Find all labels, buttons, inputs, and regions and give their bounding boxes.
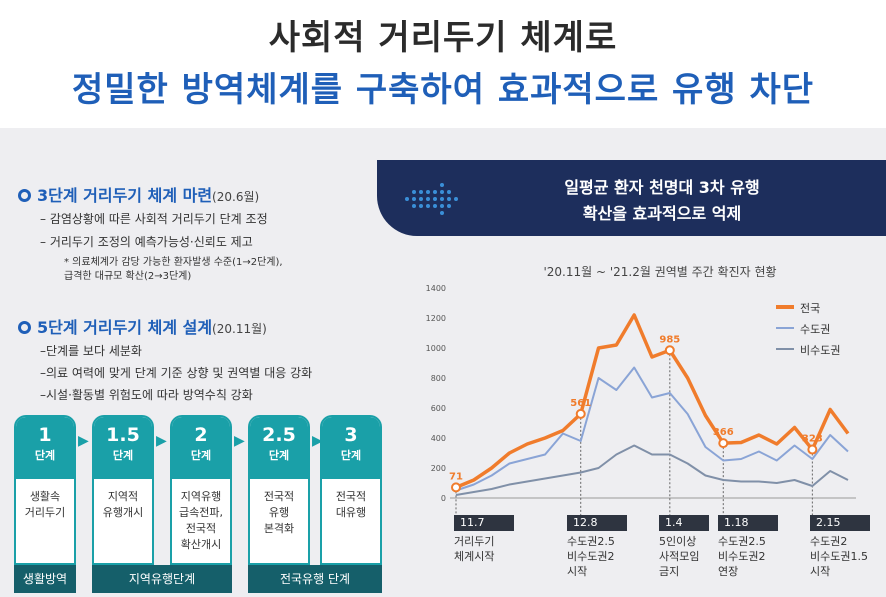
section1-date: (20.6월) — [212, 190, 260, 204]
legend-label: 수도권 — [800, 323, 831, 336]
step-unit: 단계 — [190, 449, 212, 462]
legend-item-non-capital: 비수도권 — [776, 342, 840, 358]
chart-area — [420, 236, 886, 597]
banner-line1: 일평균 환자 천명대 3차 유행 — [564, 178, 760, 197]
step-number: 2 — [194, 424, 208, 446]
section1-title: 3단계 거리두기 체계 마련 — [37, 186, 213, 205]
series-line-1 — [455, 366, 849, 492]
circle-bullet-icon — [18, 321, 31, 334]
page-title-line2: 정밀한 방역체계를 구축하여 효과적으로 유행 차단 — [71, 70, 815, 110]
section1-heading: 3단계 거리두기 체계 마련(20.6월) — [18, 182, 259, 206]
y-tick-label: 200 — [431, 464, 446, 473]
event-date-bar: 1.18 — [718, 515, 778, 531]
event-date-bar: 1.4 — [659, 515, 709, 531]
y-tick-label: 400 — [431, 434, 446, 443]
event-description: 수도권2 비수도권1.5 시작 — [810, 535, 868, 578]
data-label: 561 — [570, 398, 591, 409]
y-tick-label: 600 — [431, 404, 446, 413]
chevron-right-icon: ▶ — [78, 433, 89, 449]
chart-banner: 일평균 환자 천명대 3차 유행 확산을 효과적으로 억제 — [377, 160, 886, 236]
data-point-marker — [451, 482, 461, 493]
section2-heading: 5단계 거리두기 체계 설계(20.11월) — [18, 314, 267, 338]
step-2-5-card: 2.5 단계 전국적 유행 본격화 — [248, 415, 310, 565]
step-3-card: 3 단계 전국적 대유행 — [320, 415, 382, 565]
y-tick-label: 1000 — [426, 344, 446, 353]
legend-swatch — [776, 327, 794, 329]
legend-item-capital: 수도권 — [776, 321, 830, 337]
step-unit: 단계 — [34, 449, 56, 462]
y-tick-label: 1400 — [426, 284, 446, 293]
step-description: 지역유행 급속전파, 전국적 확산개시 — [179, 490, 223, 551]
event-description: 거리두기 체계시작 — [454, 535, 495, 563]
event-date-bar: 11.7 — [454, 515, 514, 531]
chevron-right-icon: ▶ — [312, 433, 323, 449]
band-regional-epidemic: 지역유행단계 — [92, 565, 232, 593]
data-point-marker — [807, 444, 818, 455]
y-tick-label: 0 — [441, 494, 446, 503]
legend-label: 전국 — [800, 302, 821, 315]
section2-date: (20.11월) — [212, 322, 267, 336]
y-tick-label: 1200 — [426, 314, 446, 323]
step-number: 1.5 — [106, 424, 140, 446]
data-point-marker — [575, 408, 586, 419]
step-1-5-card: 1.5 단계 지역적 유행개시 — [92, 415, 154, 565]
data-label: 323 — [802, 434, 823, 445]
section1-item-1: – 감염상황에 따른 사회적 거리두기 단계 조정 — [40, 212, 268, 226]
event-date-bar: 12.8 — [567, 515, 627, 531]
series-line-2 — [455, 444, 849, 496]
section1-item-2: – 거리두기 조정의 예측가능성·신뢰도 제고 — [40, 235, 253, 249]
data-point-marker — [664, 345, 675, 356]
page-title-line1: 사회적 거리두기 체계로 — [268, 18, 618, 58]
step-description: 생활속 거리두기 — [24, 490, 66, 519]
event-description: 5인이상 사적모임 금지 — [659, 535, 700, 578]
chart-title: '20.11월 ~ '21.2월 권역별 주간 확진자 현황 — [543, 265, 777, 279]
series-line-0 — [455, 313, 850, 489]
step-number: 3 — [344, 424, 358, 446]
chevron-right-icon: ▶ — [234, 433, 245, 449]
section2-title: 5단계 거리두기 체계 설계 — [37, 318, 213, 337]
section2-item-3: –시설·활동별 위험도에 따라 방역수칙 강화 — [40, 388, 253, 402]
step-description: 전국적 유행 본격화 — [263, 490, 295, 535]
legend-swatch — [776, 348, 794, 350]
dotted-arrow-icon — [405, 183, 458, 215]
circle-bullet-icon — [18, 189, 31, 202]
chevron-right-icon: ▶ — [156, 433, 167, 449]
step-1-card: 1 단계 생활속 거리두기 — [14, 415, 76, 565]
step-unit: 단계 — [268, 449, 290, 462]
banner-line2: 확산을 효과적으로 억제 — [582, 204, 742, 223]
section2-item-2: –의료 여력에 맞게 단계 기준 상향 및 권역별 대응 강화 — [40, 366, 313, 380]
legend-swatch — [776, 305, 794, 309]
step-number: 1 — [38, 424, 52, 446]
data-label: 985 — [659, 334, 680, 345]
band-national-epidemic: 전국유행 단계 — [248, 565, 382, 593]
event-description: 수도권2.5 비수도권2 시작 — [567, 535, 615, 578]
legend-label: 비수도권 — [800, 344, 841, 357]
step-description: 전국적 대유행 — [335, 490, 367, 519]
section2-item-1: –단계를 보다 세분화 — [40, 344, 142, 358]
step-number: 2.5 — [262, 424, 296, 446]
step-description: 지역적 유행개시 — [102, 490, 144, 519]
data-label: 71 — [449, 471, 463, 482]
event-description: 수도권2.5 비수도권2 연장 — [718, 535, 766, 578]
step-unit: 단계 — [340, 449, 362, 462]
data-label: 366 — [713, 427, 734, 438]
y-tick-label: 800 — [431, 374, 446, 383]
event-date-bar: 2.15 — [810, 515, 870, 531]
data-point-marker — [718, 438, 729, 449]
band-daily-prevention: 생활방역 — [14, 565, 76, 593]
legend-item-national: 전국 — [776, 300, 820, 316]
section1-note: * 의료체계가 감당 가능한 환자발생 수준(1→2단계), 급격한 대규모 확… — [64, 257, 283, 282]
step-unit: 단계 — [112, 449, 134, 462]
step-2-card: 2 단계 지역유행 급속전파, 전국적 확산개시 — [170, 415, 232, 565]
